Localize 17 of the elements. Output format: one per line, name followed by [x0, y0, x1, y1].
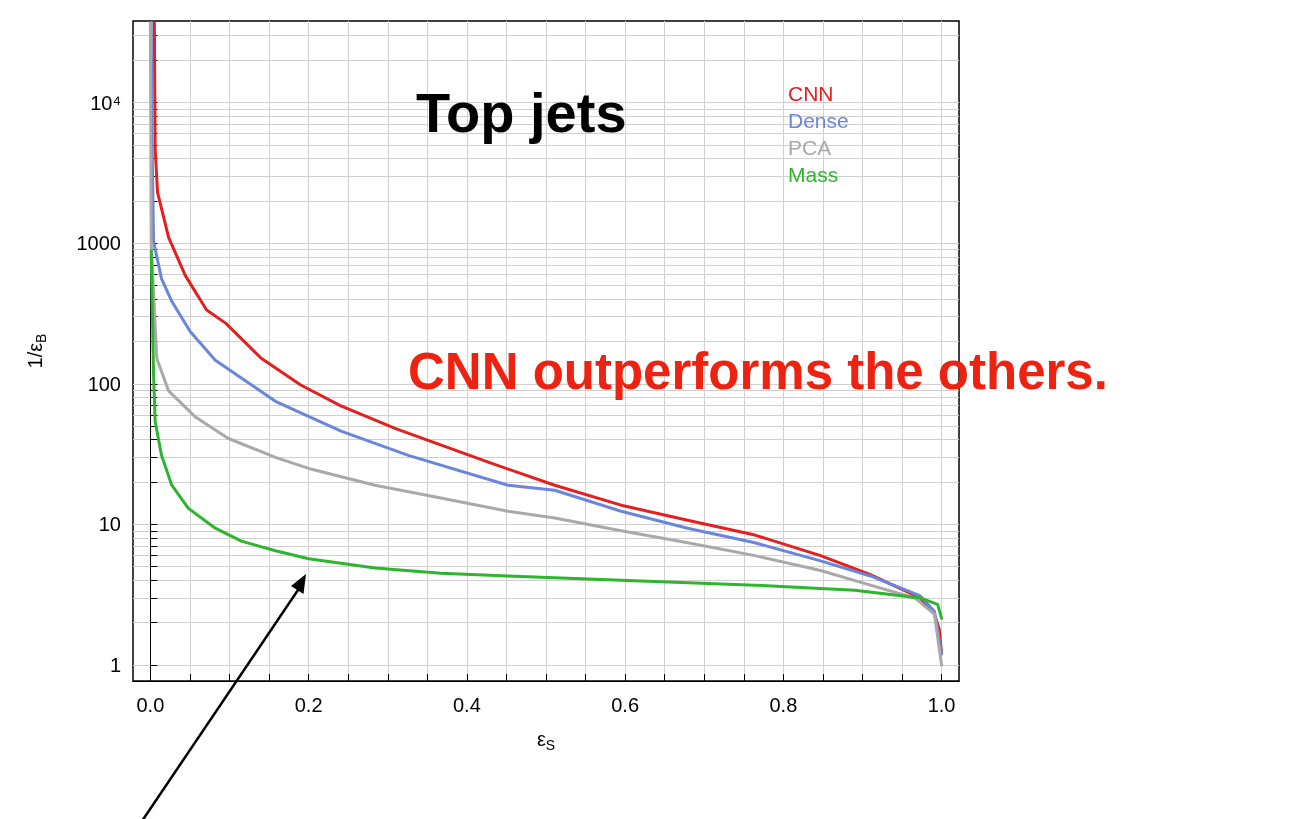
- y-tick-label: 100: [87, 372, 121, 395]
- text: Mass: [788, 163, 839, 186]
- x-tick-label: 0.8: [769, 694, 798, 716]
- text: Dense: [788, 109, 849, 132]
- x-tick-label: 0.4: [452, 694, 481, 716]
- y-tick-label: 10⁴: [90, 91, 121, 114]
- y-axis-title: 1/εB: [24, 333, 49, 369]
- x-tick-label: 0.2: [294, 694, 323, 716]
- x-tick-label: 1.0: [927, 694, 956, 716]
- text: CNN: [788, 82, 834, 105]
- annotation: Top jets: [416, 80, 627, 144]
- text: PCA: [788, 136, 832, 159]
- y-tick-label: 1000: [76, 232, 121, 255]
- x-tick-label: 0.0: [136, 694, 165, 716]
- y-tick-label: 1: [109, 654, 121, 677]
- x-tick-label: 0.6: [611, 694, 640, 716]
- y-tick-label: 10: [98, 513, 121, 536]
